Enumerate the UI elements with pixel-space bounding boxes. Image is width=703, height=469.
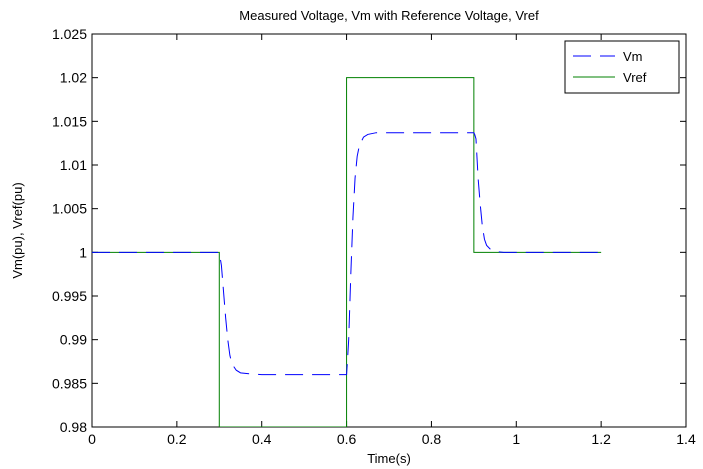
legend: Vm Vref bbox=[564, 40, 680, 94]
x-tick-label: 1 bbox=[512, 431, 520, 447]
x-tick-label: 1.4 bbox=[676, 431, 696, 447]
y-tick-label: 1.015 bbox=[52, 113, 87, 129]
series-line-vm bbox=[92, 132, 602, 376]
x-tick-label: 0.6 bbox=[337, 431, 357, 447]
legend-label-vm: Vm bbox=[623, 49, 643, 64]
x-tick-label: 0.4 bbox=[252, 431, 272, 447]
y-tick-label: 1.02 bbox=[60, 70, 87, 86]
x-tick-label: 1.2 bbox=[591, 431, 611, 447]
y-tick-label: 1.005 bbox=[52, 201, 87, 217]
y-tick-label: 0.985 bbox=[52, 375, 87, 391]
x-axis-label: Time(s) bbox=[367, 451, 411, 466]
x-tick-label: 0 bbox=[88, 431, 96, 447]
y-tick-label: 0.995 bbox=[52, 288, 87, 304]
plot-area: 0 0.2 0.4 0.6 0.8 1 1.2 1.4 0.98 0.985 0.99 0.995 1 1… bbox=[52, 26, 696, 447]
legend-box bbox=[564, 40, 680, 94]
y-tick-label: 1.01 bbox=[60, 157, 87, 173]
y-tick-label: 1.025 bbox=[52, 26, 87, 42]
y-axis-label: Vm(pu), Vref(pu) bbox=[10, 182, 25, 278]
chart-title: Measured Voltage, Vm with Reference Volt… bbox=[239, 8, 539, 23]
axes-frame bbox=[91, 33, 687, 428]
y-tick-label: 0.99 bbox=[60, 332, 87, 348]
x-tick-label: 0.8 bbox=[422, 431, 442, 447]
y-tick-label: 0.98 bbox=[60, 419, 87, 435]
series-line-vref bbox=[92, 77, 602, 427]
y-tick-label: 1 bbox=[79, 244, 87, 260]
x-tick-label: 0.2 bbox=[167, 431, 187, 447]
legend-label-vref: Vref bbox=[623, 70, 647, 85]
